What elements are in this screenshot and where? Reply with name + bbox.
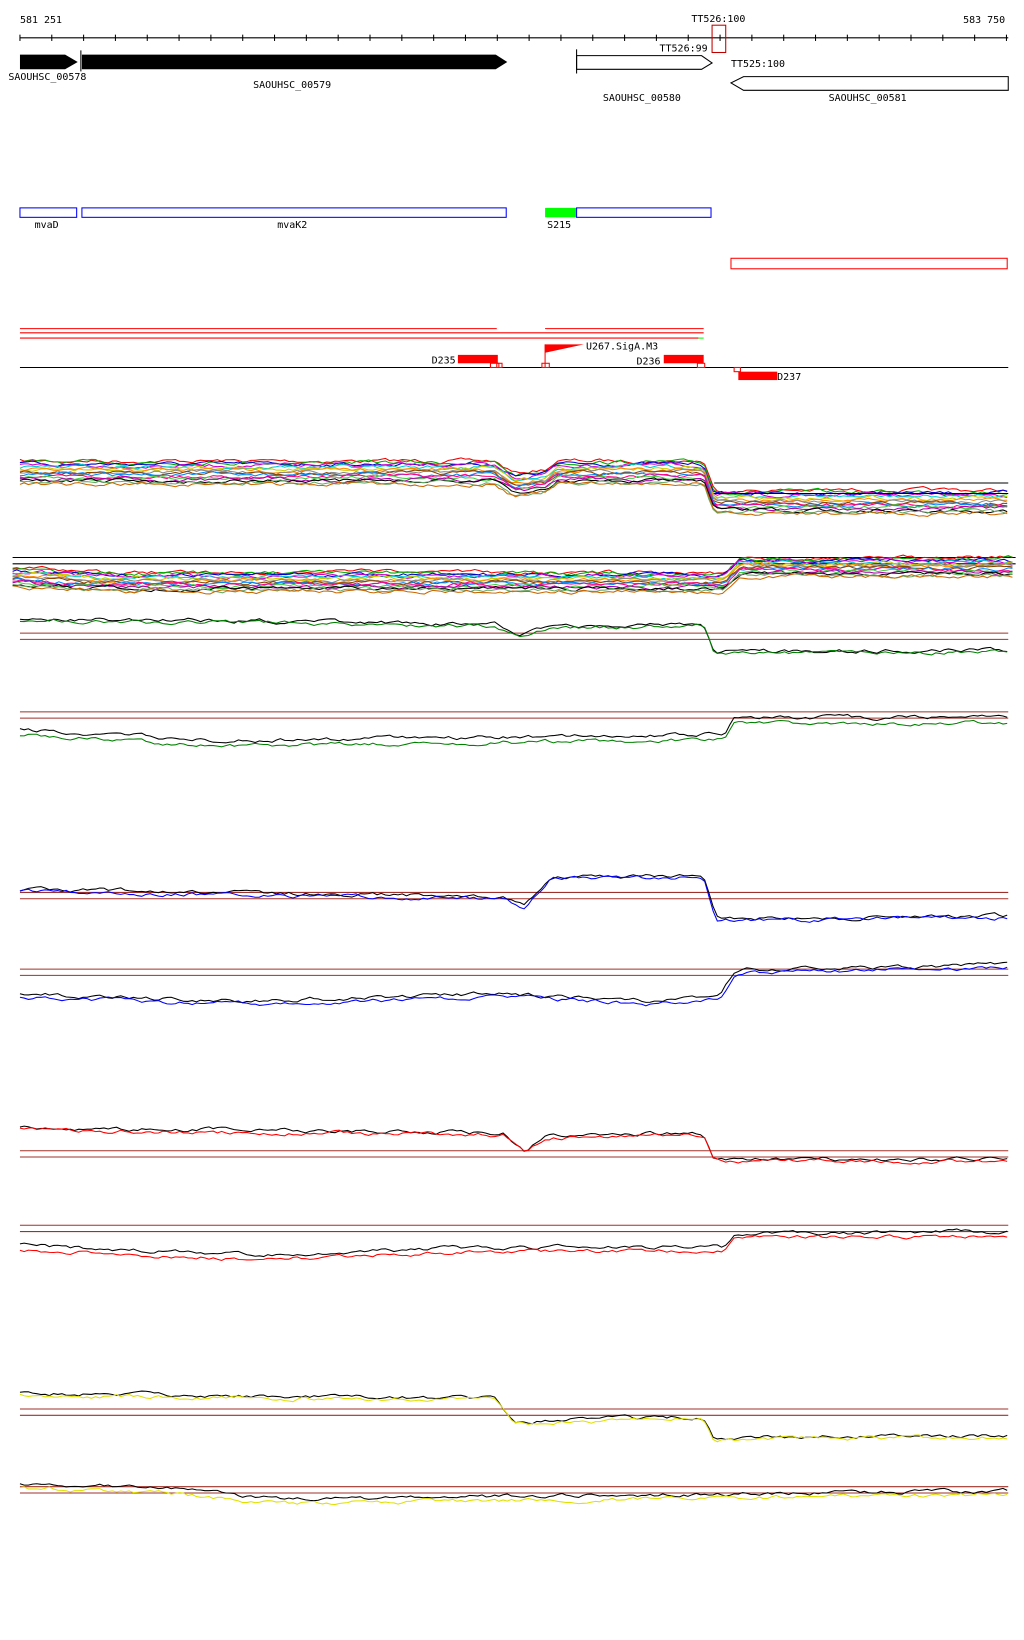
- track-line: [19, 469, 1008, 506]
- gene-track: SAOUHSC_00578 SAOUHSC_00579 SAOUHSC_0058…: [8, 43, 1009, 104]
- track-line: [19, 475, 1008, 512]
- operon-label: mvaD: [35, 220, 59, 231]
- track-line: [19, 1390, 1008, 1441]
- track-line: [12, 555, 1013, 577]
- track-line: [19, 1393, 1008, 1443]
- track-line: [19, 966, 1008, 1007]
- gene-arrow[interactable]: [81, 54, 508, 70]
- track-line: [12, 557, 1013, 579]
- track-line: [19, 480, 1008, 518]
- operon-track: mvaD mvaK2 S215: [19, 207, 1008, 270]
- operon-box[interactable]: [19, 207, 78, 218]
- track-line: [19, 458, 1008, 496]
- track-line: [19, 1125, 1008, 1162]
- gene-label: SAOUHSC_00580: [603, 93, 681, 104]
- track-line: [19, 874, 1008, 923]
- feature-label: D235: [432, 355, 456, 366]
- ruler-end-label: 583 750: [963, 15, 1005, 26]
- feature-block[interactable]: [457, 354, 498, 364]
- operon-box[interactable]: [576, 207, 712, 218]
- track-line: [12, 572, 1013, 595]
- track-line: [19, 1486, 1008, 1506]
- track-line: [19, 466, 1008, 503]
- track-line: [19, 873, 1008, 922]
- gene-arrow[interactable]: [19, 54, 78, 70]
- track-line: [19, 719, 1008, 748]
- feature-block[interactable]: [663, 354, 704, 364]
- operon-label: S215: [547, 220, 571, 231]
- operon-box[interactable]: [81, 207, 507, 218]
- operon-label: mvaK2: [277, 220, 307, 231]
- feature-block[interactable]: [738, 371, 778, 381]
- feature-track: D235 U267.SigA.M3 D236 D237: [19, 328, 1009, 383]
- track-line: [19, 1483, 1008, 1502]
- promoter-flag[interactable]: [545, 344, 584, 353]
- track-line: [19, 1228, 1008, 1258]
- track-line: [19, 1234, 1008, 1262]
- gene-arrow[interactable]: [576, 55, 714, 70]
- track-line: [12, 571, 1013, 594]
- feature-label: U267.SigA.M3: [586, 342, 658, 353]
- track-line: [19, 618, 1008, 656]
- track-line: [19, 713, 1008, 744]
- gene-label: SAOUHSC_00581: [829, 93, 907, 104]
- track-line: [12, 560, 1013, 582]
- track-line: [19, 961, 1008, 1004]
- promoter-box[interactable]: [545, 207, 577, 218]
- overlap-label: TT525:100: [731, 59, 785, 70]
- track-line: [12, 558, 1013, 581]
- ruler-marker-label: TT526:100: [691, 14, 745, 25]
- ruler: 581 251 583 750 TT526:100: [19, 14, 1009, 54]
- track-line: [19, 617, 1008, 654]
- overlap-label: TT526:99: [660, 43, 708, 54]
- gene-arrow[interactable]: [729, 76, 1009, 91]
- ruler-start-label: 581 251: [20, 15, 62, 26]
- track-line: [12, 568, 1013, 590]
- expression-tracks: [12, 457, 1016, 1506]
- feature-label: D236: [636, 356, 660, 367]
- gene-label: SAOUHSC_00578: [8, 72, 86, 83]
- region-box[interactable]: [730, 257, 1008, 270]
- track-line: [19, 1127, 1008, 1165]
- feature-label: D237: [777, 372, 801, 383]
- track-line: [19, 457, 1008, 495]
- track-line: [19, 470, 1008, 509]
- position-marker[interactable]: [711, 24, 727, 54]
- gene-label: SAOUHSC_00579: [253, 80, 331, 91]
